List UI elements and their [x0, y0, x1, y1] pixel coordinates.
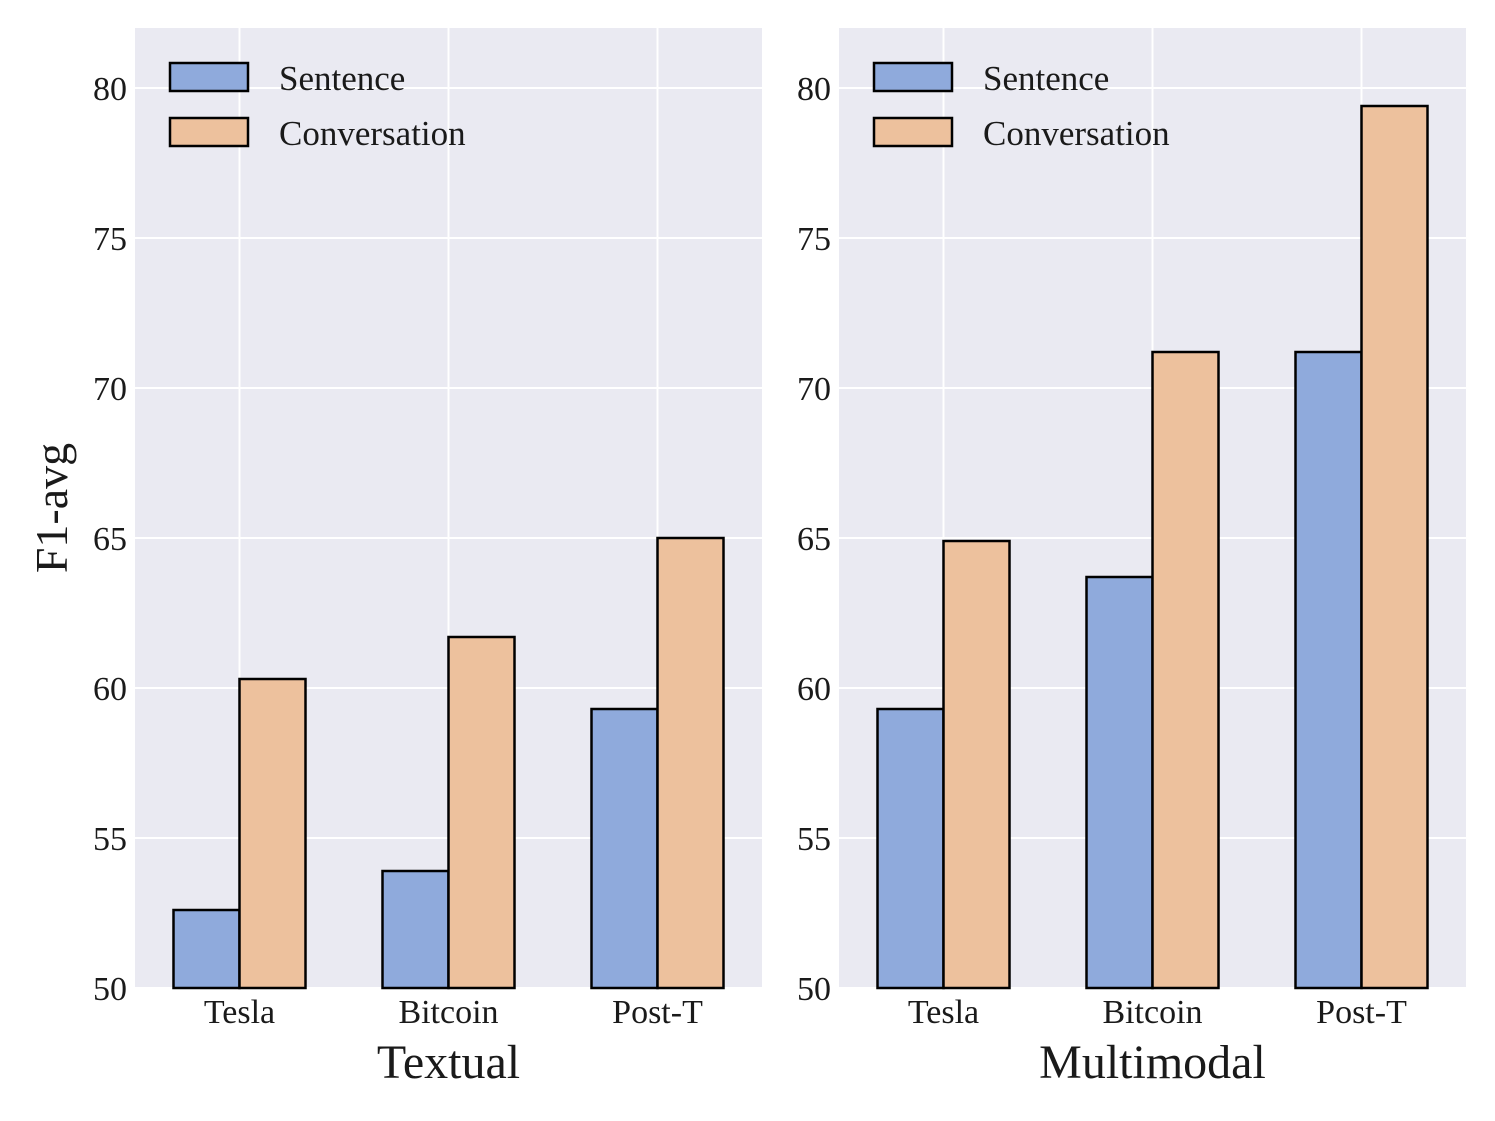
y-tick-label: 65 — [93, 521, 127, 558]
legend-swatch-conversation — [168, 116, 250, 148]
y-tick-label: 75 — [797, 221, 831, 258]
x-axis-label: Multimodal — [1039, 1036, 1266, 1089]
y-tick-label: 80 — [93, 71, 127, 108]
legend-label-sentence: Sentence — [983, 59, 1109, 98]
y-tick-label: 50 — [797, 971, 831, 1008]
y-tick-label: 65 — [797, 521, 831, 558]
y-tick-label: 70 — [93, 371, 127, 408]
x-axis-label: Textual — [377, 1036, 520, 1089]
legend-swatch-sentence — [872, 61, 954, 93]
legend-label-conversation: Conversation — [279, 114, 466, 153]
legend-swatch-sentence — [168, 61, 250, 93]
bar-conversation-tesla — [942, 539, 1011, 990]
bar-sentence-bitcoin — [381, 869, 450, 990]
textual-panel: 50 55 60 65 70 75 80 Tesla Bitcoin Post-T Textual S… — [93, 28, 762, 1089]
bar-conversation-bitcoin — [447, 635, 516, 990]
y-tick-label: 75 — [93, 221, 127, 258]
x-tick-label: Post-T — [1316, 994, 1407, 1031]
legend-swatch-conversation — [872, 116, 954, 148]
y-tick-label: 55 — [93, 821, 127, 858]
multimodal-panel: 50 55 60 65 70 75 80 Tesla Bitcoin Post-T Multimod… — [797, 28, 1466, 1089]
bar-sentence-post-t — [590, 707, 659, 990]
bar-conversation-tesla — [238, 677, 307, 990]
y-tick-label: 60 — [93, 671, 127, 708]
x-tick-label: Tesla — [204, 994, 275, 1031]
y-tick-label: 55 — [797, 821, 831, 858]
y-tick-label: 70 — [797, 371, 831, 408]
x-tick-label: Tesla — [908, 994, 979, 1031]
legend-label-conversation: Conversation — [983, 114, 1170, 153]
y-tick-label: 50 — [93, 971, 127, 1008]
bar-conversation-post-t — [1360, 104, 1429, 990]
bar-sentence-tesla — [172, 908, 241, 990]
bar-sentence-post-t — [1294, 350, 1363, 990]
y-tick-label: 80 — [797, 71, 831, 108]
x-tick-label: Post-T — [612, 994, 703, 1031]
bar-conversation-bitcoin — [1151, 350, 1220, 990]
x-tick-label: Bitcoin — [398, 994, 498, 1031]
y-tick-label: 60 — [797, 671, 831, 708]
y-axis-label: F1-avg — [26, 443, 77, 573]
x-tick-label: Bitcoin — [1102, 994, 1202, 1031]
legend: Sentence Conversation — [872, 59, 1170, 153]
bar-sentence-tesla — [876, 707, 945, 990]
bar-sentence-bitcoin — [1085, 575, 1154, 990]
legend-label-sentence: Sentence — [279, 59, 405, 98]
bar-conversation-post-t — [656, 536, 725, 990]
legend: Sentence Conversation — [168, 59, 466, 153]
